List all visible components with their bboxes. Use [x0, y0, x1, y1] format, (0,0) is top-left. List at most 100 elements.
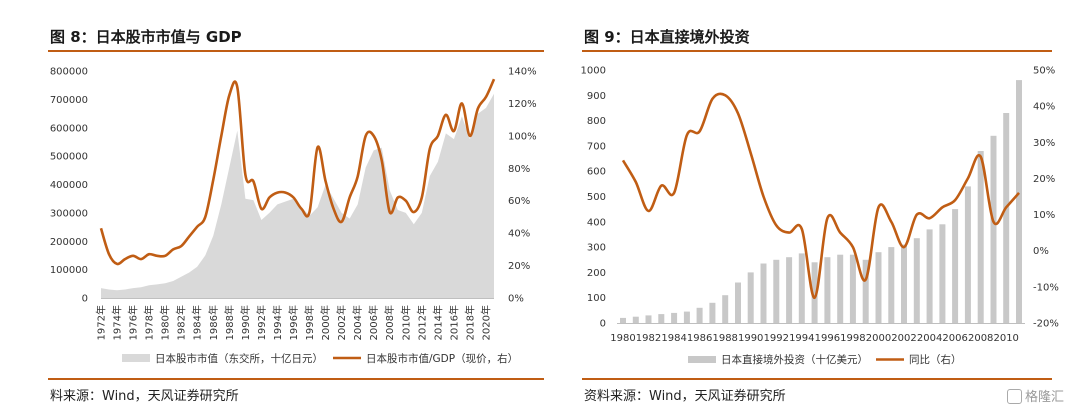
investment-bar — [620, 317, 626, 323]
x-axis-tick-label: 1984 — [661, 333, 686, 344]
investment-bar — [786, 257, 793, 323]
x-axis-tick-label: 1988年 — [223, 305, 236, 340]
left-axis-tick-label: 100000 — [50, 265, 88, 276]
x-axis-tick-label: 2006年 — [367, 305, 380, 340]
x-axis-tick-label: 2018年 — [463, 305, 476, 340]
right-panel: 图 9：日本直接境外投资 资料来源：Wind，天风证券研究所 — [560, 0, 1080, 411]
investment-bar — [709, 302, 716, 323]
x-axis-tick-label: 1972年 — [95, 305, 108, 340]
left-source-note: 料来源：Wind，天风证券研究所 — [50, 389, 239, 404]
investment-bar — [952, 209, 959, 323]
x-axis-tick-label: 1978年 — [143, 305, 156, 340]
watermark-text: 格隆汇 — [1024, 390, 1064, 405]
x-axis-tick-label: 1996年 — [287, 305, 300, 340]
investment-bar — [722, 295, 729, 323]
right-axis-tick-label: 20% — [508, 261, 530, 272]
x-axis-tick-label: 1986 — [687, 333, 712, 344]
left-axis-tick-label: 700 — [587, 141, 606, 152]
x-axis-tick-label: 1990 — [738, 333, 763, 344]
x-axis-tick-label: 2012年 — [415, 305, 428, 340]
x-axis-tick-label: 1976年 — [127, 305, 140, 340]
watermark-logo-icon — [1006, 389, 1022, 404]
legend-label-line: 同比（右） — [909, 353, 962, 366]
investment-bar — [645, 315, 652, 323]
left-axis-tick-label: 1000 — [581, 66, 606, 77]
left-axis-tick-label: 400000 — [50, 180, 88, 191]
x-axis-tick-label: 2000 — [866, 333, 891, 344]
right-axis-tick-label: 10% — [1033, 210, 1055, 221]
legend-swatch-area — [122, 354, 150, 362]
left-axis-tick-label: 300 — [587, 243, 606, 254]
x-axis-tick-label: 1992 — [764, 333, 789, 344]
investment-bar — [632, 316, 639, 323]
left-axis-tick-label: 700000 — [50, 95, 88, 106]
x-axis-tick-label: 1982年 — [175, 305, 188, 340]
cap-to-gdp-line — [99, 78, 496, 266]
x-axis-tick-label: 2004 — [917, 333, 942, 344]
investment-bar — [760, 263, 767, 323]
investment-bar — [901, 244, 907, 323]
x-axis-tick-label: 1996 — [815, 333, 840, 344]
x-axis-tick-label: 1992年 — [255, 305, 268, 340]
left-chart-title: 图 8：日本股市市值与 GDP — [50, 28, 242, 46]
x-axis-tick-label: 1994年 — [271, 305, 284, 340]
left-axis-tick-label: 900 — [587, 91, 606, 102]
left-axis-tick-label: 400 — [587, 217, 606, 228]
investment-bar — [849, 254, 856, 323]
right-axis-tick-label: 100% — [508, 131, 537, 142]
right-axis-tick-label: -20% — [1033, 319, 1059, 330]
investment-bar — [1016, 80, 1022, 323]
right-axis-tick-label: 120% — [508, 99, 537, 110]
right-axis-tick-label: 50% — [1033, 66, 1055, 77]
x-axis-tick-label: 1998年 — [303, 305, 316, 340]
investment-bar — [913, 238, 920, 323]
left-axis-tick-label: 0 — [82, 294, 88, 305]
right-axis-tick-label: 40% — [508, 229, 530, 240]
x-axis-tick-label: 2002 — [891, 333, 916, 344]
investment-bar — [888, 247, 895, 323]
left-axis-tick-label: 800000 — [50, 67, 88, 78]
left-axis-tick-label: 500 — [587, 192, 606, 203]
market-cap-area — [101, 93, 494, 298]
investment-bar — [658, 314, 665, 323]
investment-bar — [696, 307, 703, 323]
x-axis-tick-label: 2006 — [942, 333, 967, 344]
yoy-line — [621, 92, 1020, 300]
x-axis-tick-label: 2004年 — [351, 305, 364, 340]
investment-bar — [862, 259, 869, 324]
left-axis-tick-label: 800 — [587, 116, 606, 127]
right-axis-tick-label: -10% — [1033, 282, 1059, 293]
investment-bar — [977, 151, 984, 323]
investment-bar — [747, 272, 754, 323]
x-axis-tick-label: 1986年 — [207, 305, 220, 340]
x-axis-tick-label: 2002年 — [335, 305, 348, 340]
investment-bar — [1003, 113, 1010, 323]
x-axis-tick-label: 1982 — [636, 333, 661, 344]
investment-bar — [939, 224, 946, 323]
x-axis-tick-label: 1984年 — [191, 305, 204, 340]
investment-bar — [811, 262, 818, 323]
x-axis-tick-label: 1994 — [789, 333, 814, 344]
x-axis-tick-label: 1980 — [610, 333, 635, 344]
right-source-note: 资料来源：Wind，天风证券研究所 — [584, 389, 786, 404]
legend-swatch-bar — [688, 356, 716, 363]
right-axis-tick-label: 140% — [508, 67, 537, 78]
x-axis-tick-label: 2014年 — [431, 305, 444, 340]
legend-label-bar: 日本直接境外投资（十亿美元） — [721, 353, 868, 366]
investment-bar — [773, 259, 780, 324]
investment-bar — [671, 312, 678, 323]
watermark: 格隆汇 — [1006, 386, 1064, 405]
x-axis-tick-label: 2016年 — [447, 305, 460, 340]
investment-bar — [735, 282, 741, 323]
left-source-rule — [48, 378, 544, 380]
right-chart-title: 图 9：日本直接境外投资 — [584, 28, 750, 46]
legend-label-area: 日本股市市值（东交所，十亿日元） — [155, 352, 323, 365]
right-axis-tick-label: 40% — [1033, 102, 1055, 113]
right-source-rule — [582, 378, 1052, 380]
left-axis-tick-label: 500000 — [50, 152, 88, 163]
x-axis-tick-label: 2000年 — [319, 305, 332, 340]
x-axis-tick-label: 2010年 — [399, 305, 412, 340]
right-axis-tick-label: 60% — [508, 196, 530, 207]
x-axis-tick-label: 1974年 — [111, 305, 124, 340]
